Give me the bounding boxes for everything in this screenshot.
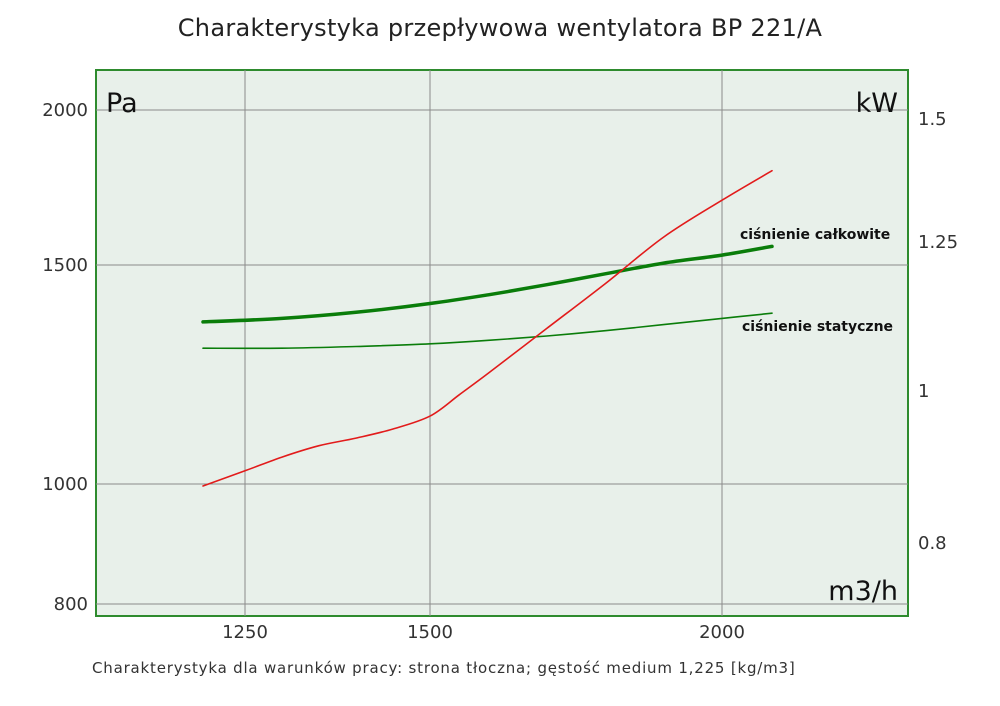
y-right-tick-label-1_25: 1.25 <box>918 232 958 253</box>
y-left-tick-label-1000: 1000 <box>42 474 88 495</box>
y-right-tick-label-1: 1 <box>918 381 929 402</box>
series-group <box>201 169 774 487</box>
x-tick-label-1500: 1500 <box>407 622 453 643</box>
series-label-statyczne: ciśnienie statyczne <box>742 319 893 335</box>
y-left-tick-label-800: 800 <box>54 594 88 615</box>
y-right-unit-label: kW <box>856 88 898 119</box>
chart-title: Charakterystyka przepływowa wentylatora … <box>177 14 823 42</box>
y-left-unit-label: Pa <box>106 88 138 119</box>
tick-labels: 1250 1500 2000 800 1000 1500 2000 0.8 1 1.25 1.5 <box>42 100 958 643</box>
plot-area <box>95 69 909 617</box>
x-unit-label: m3/h <box>828 576 898 607</box>
x-tick-label-1250: 1250 <box>222 622 268 643</box>
series-line-statyczne <box>202 312 773 350</box>
chart-footnote: Charakterystyka dla warunków pracy: stro… <box>92 659 796 677</box>
y-right-tick-label-0_8: 0.8 <box>918 533 947 554</box>
series-line-calkowite <box>201 244 774 324</box>
y-left-tick-label-2000: 2000 <box>42 100 88 121</box>
series-label-calkowite: ciśnienie całkowite <box>740 227 890 243</box>
y-left-tick-label-1500: 1500 <box>42 255 88 276</box>
y-right-tick-label-1_5: 1.5 <box>918 109 947 130</box>
series-line-power <box>202 169 773 487</box>
x-tick-label-2000: 2000 <box>699 622 745 643</box>
